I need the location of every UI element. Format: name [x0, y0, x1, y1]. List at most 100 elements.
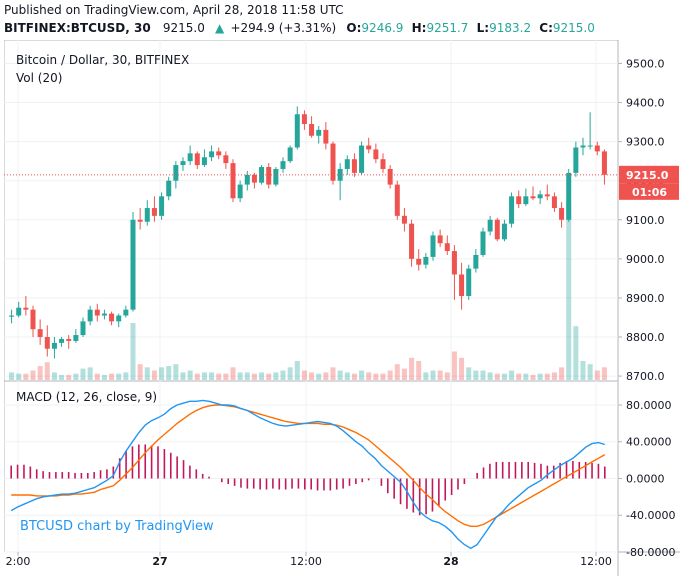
candle-body: [530, 196, 536, 199]
macd-legend: MACD (12, 26, close, 9): [16, 390, 158, 404]
high-value: 9251.7: [426, 21, 469, 35]
volume-bar: [294, 361, 300, 380]
candle-body: [101, 313, 107, 316]
grid-lines: [4, 40, 618, 553]
candle-body: [301, 114, 307, 125]
candle-body: [216, 151, 222, 156]
volume-bar: [180, 372, 186, 380]
volume-bar: [194, 373, 200, 380]
volume-bar: [487, 372, 493, 380]
last-price-badge: [619, 165, 679, 184]
candle-body: [273, 168, 279, 185]
symbol-info-bar: BITFINEX:BTCUSD, 30 9215.0 ▲ +294.9 (+3.…: [4, 21, 595, 35]
candle-body: [116, 315, 122, 322]
candle-body: [309, 124, 315, 136]
candle-body: [94, 309, 100, 316]
volume-bar: [159, 367, 165, 380]
candle-body: [16, 307, 22, 316]
candle-body: [473, 254, 479, 269]
candle-body: [259, 167, 265, 183]
candle-body: [401, 215, 407, 224]
candle-body: [287, 147, 293, 162]
time-tick-label: 27: [152, 555, 167, 568]
candle-body: [23, 307, 29, 310]
volume-bar: [466, 367, 472, 380]
candle-body: [37, 329, 43, 338]
candle-body: [137, 219, 143, 222]
volume-bar: [287, 367, 293, 380]
volume-bar: [251, 373, 257, 380]
time-tick-label: 12:00: [580, 555, 612, 568]
volume-bar: [601, 367, 607, 380]
candle-body: [394, 184, 400, 216]
volume-bar: [94, 373, 100, 380]
volume-bar: [166, 366, 172, 380]
price-chart-svg[interactable]: 9500.09400.09300.09200.09100.09000.08900…: [3, 39, 680, 576]
volume-bar: [566, 202, 572, 380]
volume-bar: [537, 373, 543, 380]
volume-bar: [366, 372, 372, 380]
volume-bar: [587, 364, 593, 380]
chart-frame: [3, 39, 680, 576]
volume-bar: [30, 370, 36, 380]
candle-body: [494, 219, 500, 240]
price-tick-label: 9000.0: [626, 253, 665, 266]
volume-bar: [459, 357, 465, 380]
volume-bar: [116, 373, 122, 380]
volume-bar: [359, 370, 365, 380]
volume-bar: [516, 373, 522, 380]
open-value: 9246.9: [361, 21, 404, 35]
volume-bar: [559, 367, 565, 380]
candle-body: [573, 147, 579, 173]
volume-bar: [494, 373, 500, 380]
volume-bar: [323, 372, 329, 380]
candle-body: [437, 235, 443, 244]
volume-bar: [80, 368, 86, 380]
published-caption: Published on TradingView.com, April 28, …: [4, 3, 344, 17]
volume-bar: [473, 370, 479, 380]
time-tick-label: 2:00: [6, 555, 31, 568]
volume-bar: [73, 373, 79, 380]
volume-bar: [37, 366, 43, 380]
candle-body: [201, 157, 207, 166]
candles: [9, 106, 607, 359]
candle-body: [566, 172, 572, 220]
volume-bar: [387, 370, 393, 380]
candle-body: [66, 338, 72, 341]
candle-body: [516, 196, 522, 205]
volume-bar: [237, 372, 243, 380]
chart-area[interactable]: 9500.09400.09300.09200.09100.09000.08900…: [3, 39, 680, 576]
price-tick-label: 9500.0: [626, 57, 665, 70]
candle-body: [230, 163, 236, 199]
candle-body: [480, 231, 486, 255]
volume-legend: Vol (20): [16, 71, 63, 85]
time-tick-label: 12:00: [290, 555, 322, 568]
open-label: O:: [346, 21, 362, 35]
candle-body: [344, 159, 350, 169]
candle-body: [451, 251, 457, 275]
candle-body: [601, 151, 607, 175]
volume-bar: [109, 373, 115, 380]
candle-body: [373, 149, 379, 160]
volume-bar: [394, 364, 400, 380]
volume-bar: [16, 373, 22, 380]
candle-body: [551, 196, 557, 209]
candle-body: [159, 196, 165, 216]
macd-line: [10, 399, 605, 550]
volume-bar: [101, 374, 107, 380]
volume-bar: [509, 370, 515, 380]
volume-bar: [23, 373, 29, 380]
volume-bar: [444, 372, 450, 380]
candle-body: [223, 155, 229, 164]
volume-bar: [330, 367, 336, 380]
volume-bar: [523, 373, 529, 380]
volume-bar: [137, 364, 143, 380]
volume-bar: [230, 367, 236, 380]
high-label: H:: [411, 21, 427, 35]
volume-bar: [451, 351, 457, 380]
volume-bar: [480, 370, 486, 380]
volume-bar: [223, 373, 229, 380]
candle-body: [180, 161, 186, 166]
candle-body: [359, 145, 365, 173]
volume-bar: [259, 372, 265, 380]
